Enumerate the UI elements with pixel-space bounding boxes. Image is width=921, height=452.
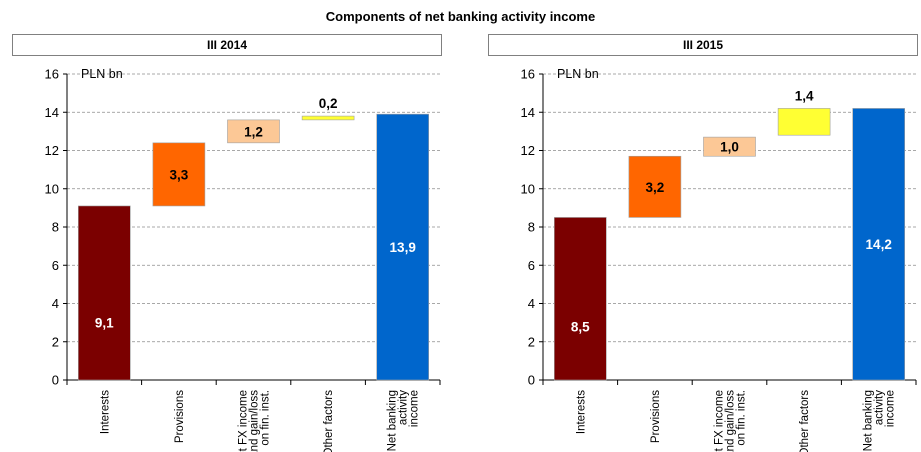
panel-title: III 2014 [12, 34, 442, 56]
bar-2 [628, 155, 682, 218]
category-label: Interests [99, 390, 111, 434]
bar-value-label: 0,2 [319, 96, 338, 111]
chart-main-title: Components of net banking activity incom… [325, 9, 596, 24]
y-tick-label: 0 [52, 373, 59, 388]
y-tick-label: 4 [528, 296, 535, 311]
bar-5 [852, 108, 906, 381]
category-label: income [409, 390, 421, 427]
y-tick-label: 4 [52, 296, 59, 311]
bar-1 [78, 205, 131, 381]
bar-value-label: 9,1 [95, 316, 114, 331]
y-tick-label: 0 [528, 373, 535, 388]
category-label: Interests [575, 390, 587, 434]
category-label: Net banking [863, 390, 875, 451]
category-label: Net banking [387, 390, 399, 451]
y-tick-label: 14 [45, 105, 59, 120]
category-label: Other factors [799, 390, 811, 452]
category-label: Net FX income [238, 390, 250, 452]
y-tick-label: 10 [45, 181, 59, 196]
bar-value-label: 1,2 [244, 124, 263, 139]
y-tick-label: 10 [521, 181, 535, 196]
panel-title: III 2015 [488, 34, 918, 56]
bar-value-label: 14,2 [866, 237, 892, 252]
bar-1 [554, 217, 607, 381]
bar-value-label: 3,2 [646, 180, 665, 195]
bar-value-label: 1,4 [795, 88, 814, 103]
category-label: activity [874, 390, 886, 425]
y-tick-label: 6 [52, 258, 59, 273]
bar-value-label: 13,9 [390, 240, 416, 255]
bar-4 [777, 108, 831, 136]
category-label: and gain/loss [725, 390, 737, 452]
bar-value-label: 8,5 [571, 319, 590, 334]
y-tick-label: 12 [45, 143, 59, 158]
unit-label: PLN bn [557, 67, 599, 81]
waterfall-chart-2015: 0 2 4 6 8 10 12 14 16 PLN bn 8,5 3,2 1,0 1,4 14,2 Inter… [521, 67, 917, 452]
bar-3 [227, 119, 280, 144]
y-tick-label: 2 [52, 334, 59, 349]
category-label: Other factors [323, 390, 335, 452]
y-tick-label: 16 [521, 67, 535, 82]
category-label: income [885, 390, 897, 427]
category-label: on fin. inst. [736, 390, 748, 446]
waterfall-chart-2014: 0 2 4 6 8 10 12 14 16 PLN bn 9,1 3,3 1,2 0,2 13,9 Inter… [45, 67, 441, 452]
bar-4 [301, 115, 355, 121]
y-tick-label: 2 [528, 334, 535, 349]
category-label: and gain/loss [249, 390, 261, 452]
y-tick-label: 16 [45, 67, 59, 82]
y-tick-label: 12 [521, 143, 535, 158]
bar-3 [703, 136, 756, 157]
category-label: Net FX income [714, 390, 726, 452]
panel-iii-2015: III 2015 0 2 4 6 8 10 12 14 16 PLN bn 8,5 3,2 1,0 1,4… [488, 34, 918, 452]
y-tick-label: 6 [528, 258, 535, 273]
bar-2 [152, 142, 206, 207]
bar-5 [376, 113, 430, 381]
bar-value-label: 1,0 [720, 140, 739, 155]
y-tick-label: 8 [528, 220, 535, 235]
bar-value-label: 3,3 [170, 167, 189, 182]
category-label: on fin. inst. [260, 390, 272, 446]
category-label: Provisions [650, 390, 662, 443]
y-tick-label: 14 [521, 105, 535, 120]
category-label: Provisions [174, 390, 186, 443]
y-tick-label: 8 [52, 220, 59, 235]
category-label: activity [398, 390, 410, 425]
unit-label: PLN bn [81, 67, 123, 81]
panel-iii-2014: III 2014 0 2 4 6 8 10 12 14 16 PLN bn 9,1 3,3 1,2 0,2… [12, 34, 442, 452]
